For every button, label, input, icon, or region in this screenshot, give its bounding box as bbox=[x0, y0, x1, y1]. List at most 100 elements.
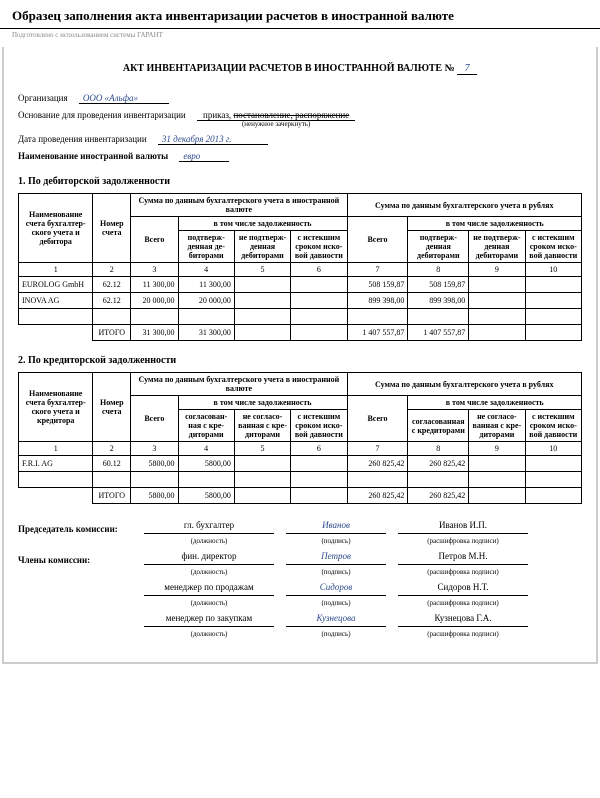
cn: 3 bbox=[131, 263, 178, 277]
s2-h-rub: Сумма по данным бухгалтерского учета в р… bbox=[347, 373, 581, 396]
sub-position: (должность) bbox=[144, 630, 274, 638]
cell: 899 398,00 bbox=[347, 293, 408, 309]
cell bbox=[525, 293, 581, 309]
cn: 10 bbox=[525, 442, 581, 456]
s1-colnums: 1 2 3 4 5 6 7 8 9 10 bbox=[19, 263, 582, 277]
cell bbox=[178, 309, 234, 325]
basis-subnote: (ненужное зачеркнуть) bbox=[197, 120, 355, 128]
cell bbox=[19, 309, 93, 325]
cn: 6 bbox=[291, 442, 347, 456]
cell bbox=[19, 472, 93, 488]
currency-label: Наименование иностранной валюты bbox=[18, 151, 168, 161]
cell bbox=[234, 472, 290, 488]
s1-h-account: Номер счета bbox=[93, 194, 131, 263]
cell bbox=[469, 325, 525, 341]
cn: 3 bbox=[131, 442, 178, 456]
sub-sign: (подпись) bbox=[286, 537, 386, 545]
cell bbox=[234, 456, 290, 472]
s2-h-name: Наименование счета бухгалтер­ского учета… bbox=[19, 373, 93, 442]
sub-name: (расшифровка подписи) bbox=[398, 630, 528, 638]
basis-field: Основание для проведения инвентаризации … bbox=[18, 110, 582, 128]
cell bbox=[469, 309, 525, 325]
heading-text: АКТ ИНВЕНТАРИЗАЦИИ РАСЧЕТОВ В ИНОСТРАННО… bbox=[123, 63, 455, 74]
cell: F.R.I. AG bbox=[19, 456, 93, 472]
cell: 5800,00 bbox=[178, 488, 234, 504]
cell bbox=[234, 325, 290, 341]
table-row: F.R.I. AG 60.12 5800,00 5800,00 260 825,… bbox=[19, 456, 582, 472]
cell bbox=[525, 325, 581, 341]
currency-field: Наименование иностранной валюты евро bbox=[18, 151, 582, 162]
cell: 508 159,87 bbox=[347, 277, 408, 293]
s2-h6: с истекшим сроком иско­вой давности bbox=[291, 410, 347, 442]
s2-h-incl-r: в том числе задолженность bbox=[408, 396, 582, 410]
s2-total-row: ИТОГО 5800,00 5800,00 260 825,42 260 825… bbox=[19, 488, 582, 504]
basis-label: Основание для проведения инвентаризации bbox=[18, 110, 186, 120]
s1-h-name: Наименование счета бухгалтер­ского учета… bbox=[19, 194, 93, 263]
cell bbox=[469, 456, 525, 472]
cell bbox=[291, 325, 347, 341]
cell: 60.12 bbox=[93, 456, 131, 472]
cell: 260 825,42 bbox=[408, 488, 469, 504]
s2-h5: не согласо­ванная с кре­диторами bbox=[234, 410, 290, 442]
cell: 5800,00 bbox=[131, 488, 178, 504]
sig-position: менеджер по продажам bbox=[144, 582, 274, 596]
cell bbox=[291, 488, 347, 504]
org-value: ООО «Альфа» bbox=[79, 93, 169, 104]
cn: 10 bbox=[525, 263, 581, 277]
cn: 2 bbox=[93, 442, 131, 456]
cell bbox=[93, 472, 131, 488]
cn: 9 bbox=[469, 263, 525, 277]
s1-h-total-r: Всего bbox=[347, 217, 408, 263]
doc-heading: АКТ ИНВЕНТАРИЗАЦИИ РАСЧЕТОВ В ИНОСТРАННО… bbox=[18, 63, 582, 75]
cell: 260 825,42 bbox=[408, 456, 469, 472]
section1-table: Наименование счета бухгалтер­ского учета… bbox=[18, 193, 582, 341]
sig-name: Кузнецова Г.А. bbox=[398, 613, 528, 627]
sig-name: Петров М.Н. bbox=[398, 551, 528, 565]
cell bbox=[291, 293, 347, 309]
sig-sign: Сидоров bbox=[286, 582, 386, 596]
org-label: Организация bbox=[18, 93, 68, 103]
cell bbox=[347, 309, 408, 325]
s2-h10: с истекшим сроком иско­вой давности bbox=[525, 410, 581, 442]
cell: 11 300,00 bbox=[178, 277, 234, 293]
cn: 8 bbox=[408, 263, 469, 277]
cell bbox=[469, 277, 525, 293]
cell: 20 000,00 bbox=[178, 293, 234, 309]
page-title: Образец заполнения акта инвентаризации р… bbox=[0, 0, 600, 29]
cell: 5800,00 bbox=[131, 456, 178, 472]
s2-h-total-f: Всего bbox=[131, 396, 178, 442]
cell: 1 407 557,87 bbox=[408, 325, 469, 341]
s2-colnums: 1 2 3 4 5 6 7 8 9 10 bbox=[19, 442, 582, 456]
table-row bbox=[19, 472, 582, 488]
s1-h6: с истекшим сроком иско­вой давности bbox=[291, 231, 347, 263]
s1-total-row: ИТОГО 31 300,00 31 300,00 1 407 557,87 1… bbox=[19, 325, 582, 341]
s1-h-foreign: Сумма по данным бухгалтерского учета в и… bbox=[131, 194, 347, 217]
sub-position: (должность) bbox=[144, 537, 274, 545]
s2-h-account: Номер счета bbox=[93, 373, 131, 442]
s1-h9: не подтверж­денная дебиторами bbox=[469, 231, 525, 263]
cn: 5 bbox=[234, 263, 290, 277]
cn: 7 bbox=[347, 442, 408, 456]
cell bbox=[131, 472, 178, 488]
table-row bbox=[19, 309, 582, 325]
cell: 5800,00 bbox=[178, 456, 234, 472]
chairman-label: Председатель комиссии: bbox=[18, 524, 138, 534]
s2-h-total-r: Всего bbox=[347, 396, 408, 442]
cell: 62.12 bbox=[93, 277, 131, 293]
cell bbox=[234, 488, 290, 504]
basis-kept: приказ, bbox=[203, 110, 231, 120]
cell bbox=[234, 293, 290, 309]
cell bbox=[408, 309, 469, 325]
sub-name: (расшифровка подписи) bbox=[398, 568, 528, 576]
date-label: Дата проведения инвентаризации bbox=[18, 134, 147, 144]
cell: 1 407 557,87 bbox=[347, 325, 408, 341]
sub-sign: (подпись) bbox=[286, 630, 386, 638]
s1-h-incl-f: в том числе задолженность bbox=[178, 217, 347, 231]
s1-h-rub: Сумма по данным бухгалтерского учета в р… bbox=[347, 194, 581, 217]
cell bbox=[234, 309, 290, 325]
table-row: INOVA AG 62.12 20 000,00 20 000,00 899 3… bbox=[19, 293, 582, 309]
sig-position: менеджер по закупкам bbox=[144, 613, 274, 627]
cell bbox=[93, 309, 131, 325]
section1-title: 1. По дебиторской задолженности bbox=[18, 176, 582, 187]
cell bbox=[291, 309, 347, 325]
